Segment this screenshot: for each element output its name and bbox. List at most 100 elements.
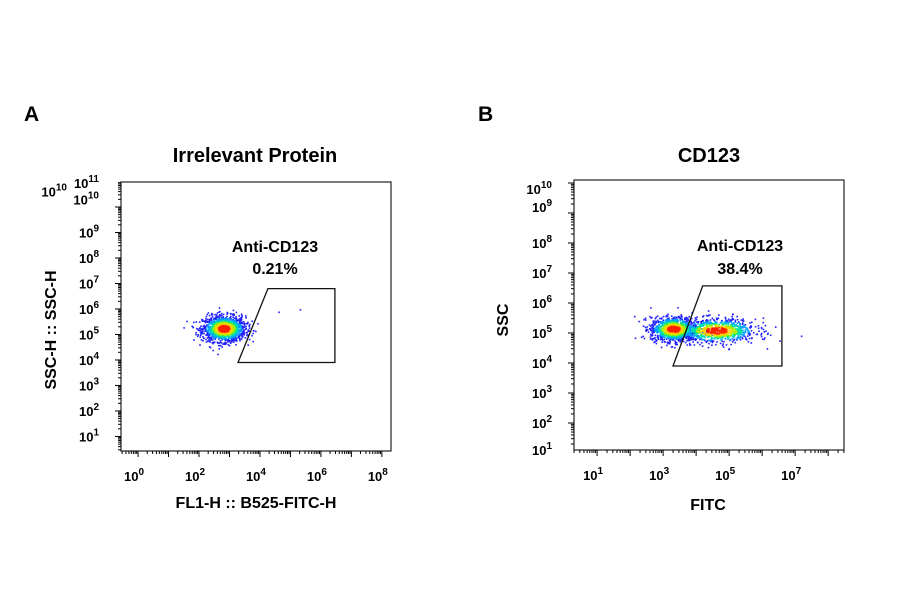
event-dot [657,334,659,337]
event-dot [235,333,238,336]
event-dot [692,329,694,332]
event-dot [726,321,728,324]
event-dot [665,338,668,340]
event-dot [740,326,743,328]
tick-base: 10 [583,468,597,483]
event-dot [217,335,219,338]
tick-exponent: 1 [598,466,604,477]
x-tick-label: 100 [124,467,144,484]
event-dot [205,328,208,330]
tick-exponent: 4 [93,351,99,362]
event-dot [669,342,671,344]
event-dot [244,337,247,339]
tick-base: 10 [526,182,540,197]
event-dot [657,327,659,330]
event-dot [652,327,655,330]
event-dot [217,344,220,347]
event-dot [708,330,710,332]
y-tick-label: 1010 [41,183,67,200]
event-dot [199,344,201,346]
event-dot [707,331,710,334]
event-dot [248,325,250,327]
event-dot [239,339,241,342]
event-dot [744,329,747,332]
event-dot [693,344,696,346]
event-dot [715,317,718,320]
gate-percent-b: 38.4% [717,261,762,278]
event-dot [684,334,687,336]
event-dot [737,333,739,336]
event-dot [722,330,724,332]
event-dot [697,328,699,331]
event-dot [654,328,656,330]
event-dot [657,319,659,322]
tick-exponent: 4 [260,467,266,478]
event-dot [693,326,695,328]
event-dot [764,324,767,327]
event-dot [220,312,223,315]
event-dot [718,332,721,335]
event-dot [707,332,710,335]
event-dot [750,330,753,332]
event-dot [646,326,648,328]
event-dot [667,328,669,331]
event-dot [666,337,668,339]
y-tick-label: 106 [79,300,99,317]
event-dot [650,329,652,331]
event-dot [710,327,713,329]
event-dot [650,307,652,309]
event-dot [642,325,645,327]
y-tick-label: 1010 [526,180,552,197]
y-tick-label: 108 [79,249,99,266]
event-dot [762,321,764,324]
chart-title-b: CD123 [678,145,740,167]
event-dot [213,322,216,324]
y-tick-label: 107 [532,264,552,281]
event-dot [245,317,247,319]
event-dot [675,336,677,338]
event-dot [717,324,720,327]
event-dot [670,335,673,338]
y-tick-label: 104 [532,354,552,371]
event-dot [666,315,669,318]
event-dot [732,335,735,337]
event-dot [736,328,738,331]
event-dot [726,331,729,334]
event-dot [689,329,691,332]
event-dot [648,324,651,326]
event-dot [229,326,231,328]
event-dot [649,327,652,330]
event-dot [704,329,706,331]
event-dot [696,333,699,335]
event-dot [727,325,730,327]
event-dot [667,323,670,325]
event-dot [659,326,662,329]
event-dot [215,324,217,327]
event-dot [218,317,221,319]
event-dot [654,322,656,325]
event-dot [186,320,188,323]
event-dot [664,320,667,322]
event-dot [742,322,744,324]
event-dot [677,336,679,338]
event-dot [212,333,215,335]
tick-base: 10 [185,469,199,484]
x-tick-label: 102 [185,467,205,484]
event-dot [696,337,699,339]
gate-polygon [672,285,783,367]
event-dot [646,329,649,331]
event-dot [217,337,220,339]
event-dot [718,329,720,331]
event-dot [686,335,689,338]
event-dot [204,326,206,328]
event-dot [207,340,209,342]
event-dot [728,331,731,333]
event-dot [209,318,211,321]
event-dot [208,319,211,322]
event-dot [658,324,661,326]
event-dot [690,322,693,324]
event-dot [702,335,704,337]
event-dot [664,325,666,328]
event-dot [669,333,671,335]
event-dot [210,338,213,341]
